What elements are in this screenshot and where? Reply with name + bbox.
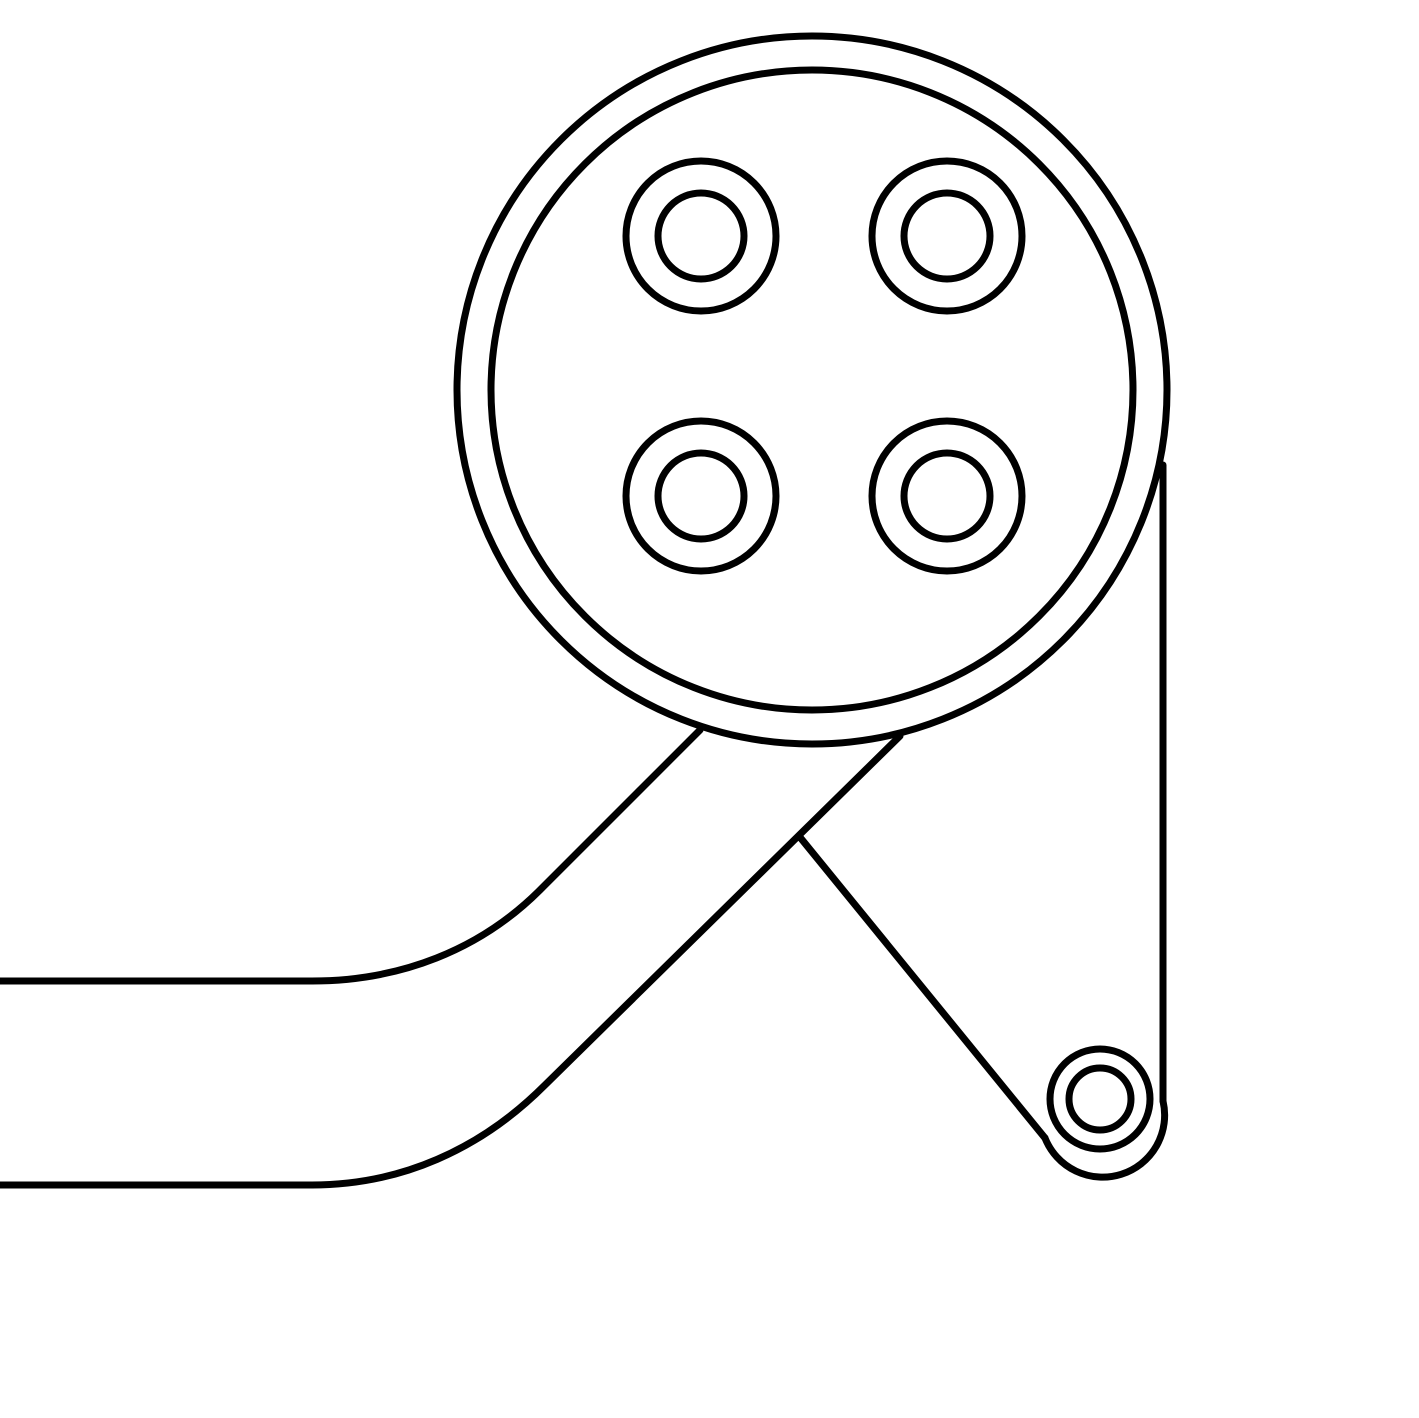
small-pulley xyxy=(1046,1045,1154,1153)
large-pulley xyxy=(453,32,1171,748)
bolt-hole-bottom-right xyxy=(868,417,1026,575)
bolt-hole-top-left xyxy=(622,157,780,315)
pulley-bolt-holes xyxy=(622,157,1026,575)
belt-bottom-wrap xyxy=(1041,1097,1169,1181)
large-pulley-outer-rim xyxy=(453,32,1171,748)
small-pulley-inner xyxy=(1065,1064,1135,1134)
arm xyxy=(0,726,904,1189)
belt-left-run xyxy=(795,832,1049,1142)
bolt-hole-top-right xyxy=(868,157,1026,315)
large-pulley-inner-rim xyxy=(487,66,1137,714)
small-pulley-outer xyxy=(1046,1045,1154,1153)
bolt-hole-bottom-left xyxy=(622,417,780,575)
arm-lower-edge xyxy=(0,732,904,1189)
arm-upper-edge xyxy=(0,726,704,985)
belt xyxy=(795,461,1169,1181)
